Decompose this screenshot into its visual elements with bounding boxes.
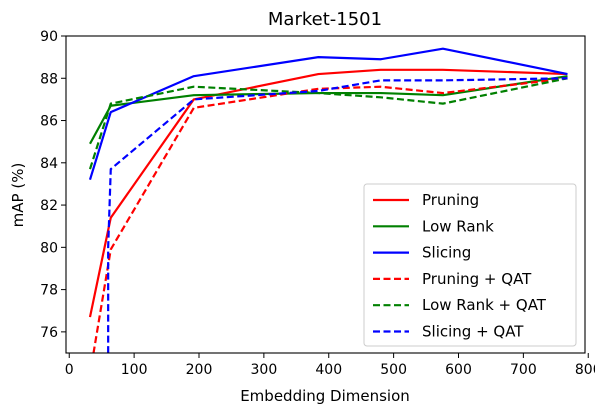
y-tick-label: 78 <box>40 283 58 299</box>
x-tick-label: 100 <box>121 362 148 378</box>
legend-label: Pruning + QAT <box>422 270 532 288</box>
y-tick-label: 86 <box>40 114 58 130</box>
y-tick-label: 90 <box>40 29 58 45</box>
series-low-rank-qat-line <box>88 77 568 170</box>
x-axis-label: Embedding Dimension <box>240 387 410 405</box>
legend: Pruning Low Rank Slicing Pruning + QAT Low R… <box>363 183 577 347</box>
x-tick-label: 800 <box>575 362 595 378</box>
x-tick-label: 0 <box>65 362 74 378</box>
y-axis-label: mAP (%) <box>9 163 27 228</box>
legend-label: Slicing <box>422 244 471 262</box>
y-tick-label: 82 <box>40 198 58 214</box>
series-pruning-qat-line <box>92 77 568 353</box>
x-tick-label: 400 <box>315 362 342 378</box>
series-slicing-line <box>88 47 568 181</box>
y-tick-label: 88 <box>40 71 58 87</box>
y-tick-label: 76 <box>40 325 58 341</box>
legend-box <box>363 183 577 347</box>
legend-label: Slicing + QAT <box>422 323 524 341</box>
legend-label: Low Rank <box>422 217 494 235</box>
y-tick-label: 84 <box>40 156 58 172</box>
y-tick-label: 80 <box>40 240 58 256</box>
x-tick-label: 700 <box>510 362 537 378</box>
plot-frame <box>65 35 586 354</box>
series-pruning-line <box>88 68 568 318</box>
y-axis: 76 78 80 82 84 86 88 90 <box>40 29 66 341</box>
legend-label: Pruning <box>422 191 479 209</box>
series-layer <box>88 47 568 353</box>
x-tick-label: 500 <box>380 362 407 378</box>
x-tick-label: 300 <box>251 362 278 378</box>
series-slicing-qat-line <box>107 77 568 353</box>
x-tick-label: 600 <box>445 362 472 378</box>
chart-title: Market-1501 <box>268 9 382 30</box>
x-axis: 0 100 200 300 400 500 600 700 800 <box>65 353 595 378</box>
legend-label: Low Rank + QAT <box>422 296 547 314</box>
x-tick-label: 200 <box>186 362 213 378</box>
